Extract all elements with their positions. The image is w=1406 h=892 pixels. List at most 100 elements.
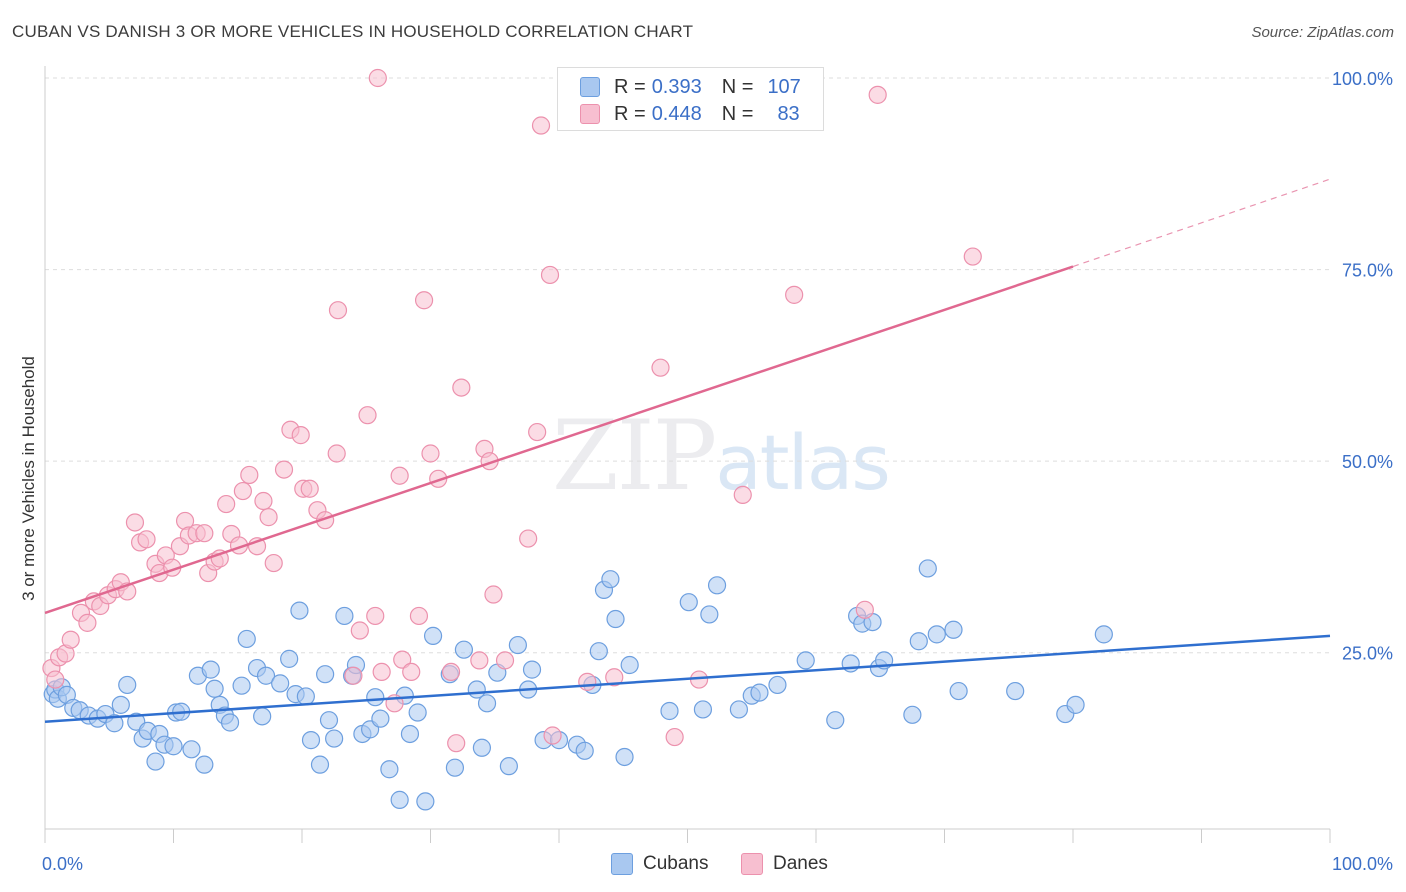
cuban-point [1094, 625, 1113, 644]
dane-point [327, 444, 346, 463]
cuban-point [111, 695, 130, 714]
dane-point [372, 662, 391, 682]
cuban-point [903, 705, 922, 724]
cuban-point [390, 790, 409, 809]
cuban-point [589, 642, 608, 661]
chart-title: CUBAN VS DANISH 3 OR MORE VEHICLES IN HO… [12, 22, 694, 41]
cuban-point [205, 679, 224, 698]
bottom-legend-danes: Danes [741, 852, 828, 876]
cubans-n-label: N = [721, 75, 754, 98]
dane-point [137, 530, 156, 549]
cuban-point [201, 660, 220, 679]
cubans-r-label: R = [614, 75, 646, 98]
cuban-point [400, 724, 420, 744]
cubans-r-value: 0.393 [651, 75, 702, 98]
legend-row-danes: R = 0.448 N = 83 [580, 101, 800, 127]
cuban-point [335, 606, 354, 626]
dane-point [274, 460, 294, 479]
dane-point [393, 650, 412, 669]
dane-point [531, 116, 551, 135]
x-tick-label-max: 100.0% [1332, 854, 1393, 874]
cuban-point [237, 629, 256, 649]
label-layer: 25.0% 50.0% 75.0% 100.0% 0.0% 100.0% 3 or more… [19, 69, 1393, 874]
bottom-danes-label: Danes [773, 853, 828, 874]
cuban-point [408, 703, 427, 722]
dane-point [470, 651, 489, 670]
dane-point [785, 285, 804, 304]
cuban-point [316, 665, 335, 684]
cuban-point [371, 709, 390, 728]
bottom-danes-swatch [741, 853, 763, 875]
dane-point [495, 651, 515, 670]
cuban-point [454, 640, 474, 659]
cuban-point [472, 738, 491, 757]
dane-point [452, 378, 471, 397]
danes-n-value: 83 [777, 102, 800, 125]
dane-point [259, 508, 278, 527]
dane-point [963, 247, 982, 266]
cuban-point [729, 700, 749, 719]
cubans-n-value: 107 [767, 75, 801, 98]
chart-source: Source: ZipAtlas.com [1251, 24, 1394, 41]
cuban-point [380, 760, 399, 779]
cuban-point [750, 683, 769, 702]
cuban-point [944, 620, 963, 639]
cuban-point [290, 601, 309, 620]
cuban-point [220, 713, 240, 732]
cuban-point [325, 729, 344, 748]
danes-swatch [580, 104, 600, 124]
cuban-point [927, 625, 946, 644]
cuban-point [445, 758, 465, 777]
series-danes [42, 68, 982, 753]
dane-point [300, 479, 319, 498]
danes-r-value: 0.448 [651, 102, 702, 125]
grid-layer [45, 77, 1330, 654]
cuban-point [105, 714, 124, 733]
cubans-swatch [580, 77, 600, 97]
cuban-point [164, 737, 183, 756]
dane-point [540, 265, 560, 285]
cuban-point [693, 700, 713, 719]
watermark: ZIPatlas [552, 400, 891, 512]
cuban-point [416, 792, 435, 811]
dane-point [441, 662, 461, 682]
cuban-point [700, 605, 719, 624]
cuban-point [366, 688, 385, 707]
cuban-point [256, 666, 276, 685]
dane-point [868, 85, 887, 104]
danes-n-label: N = [721, 102, 754, 125]
dane-point [447, 734, 466, 753]
cuban-point [296, 687, 315, 706]
dane-point [195, 524, 214, 543]
bottom-legend-cubans: Cubans [611, 852, 709, 876]
cuban-point [768, 675, 787, 695]
dane-point [409, 606, 429, 626]
cuban-point [477, 694, 497, 713]
cuban-point [195, 755, 214, 774]
points-layer [42, 68, 1113, 811]
dane-point [605, 668, 624, 687]
danes-trendline-extension [1072, 178, 1331, 268]
cuban-point [620, 655, 639, 675]
cubans-trendline [44, 634, 1331, 723]
y-tick-label: 25.0% [1342, 644, 1393, 664]
danes-r-label: R = [614, 102, 646, 125]
y-tick-label: 50.0% [1342, 452, 1393, 472]
cuban-point [118, 675, 137, 695]
dane-point [390, 466, 409, 485]
cuban-point [522, 660, 542, 679]
dane-point [366, 606, 385, 626]
cuban-point [606, 609, 625, 629]
bottom-cubans-swatch [611, 853, 633, 875]
dane-point [414, 291, 434, 310]
dane-point [78, 613, 97, 632]
cuban-point [310, 755, 330, 774]
cuban-point [796, 651, 815, 670]
dane-point [855, 600, 874, 619]
cuban-point [707, 576, 727, 595]
dane-point [665, 727, 684, 747]
watermark-zip: ZIP [552, 400, 717, 512]
cuban-point [301, 731, 321, 750]
dane-point [733, 485, 752, 504]
cuban-point [949, 681, 968, 701]
